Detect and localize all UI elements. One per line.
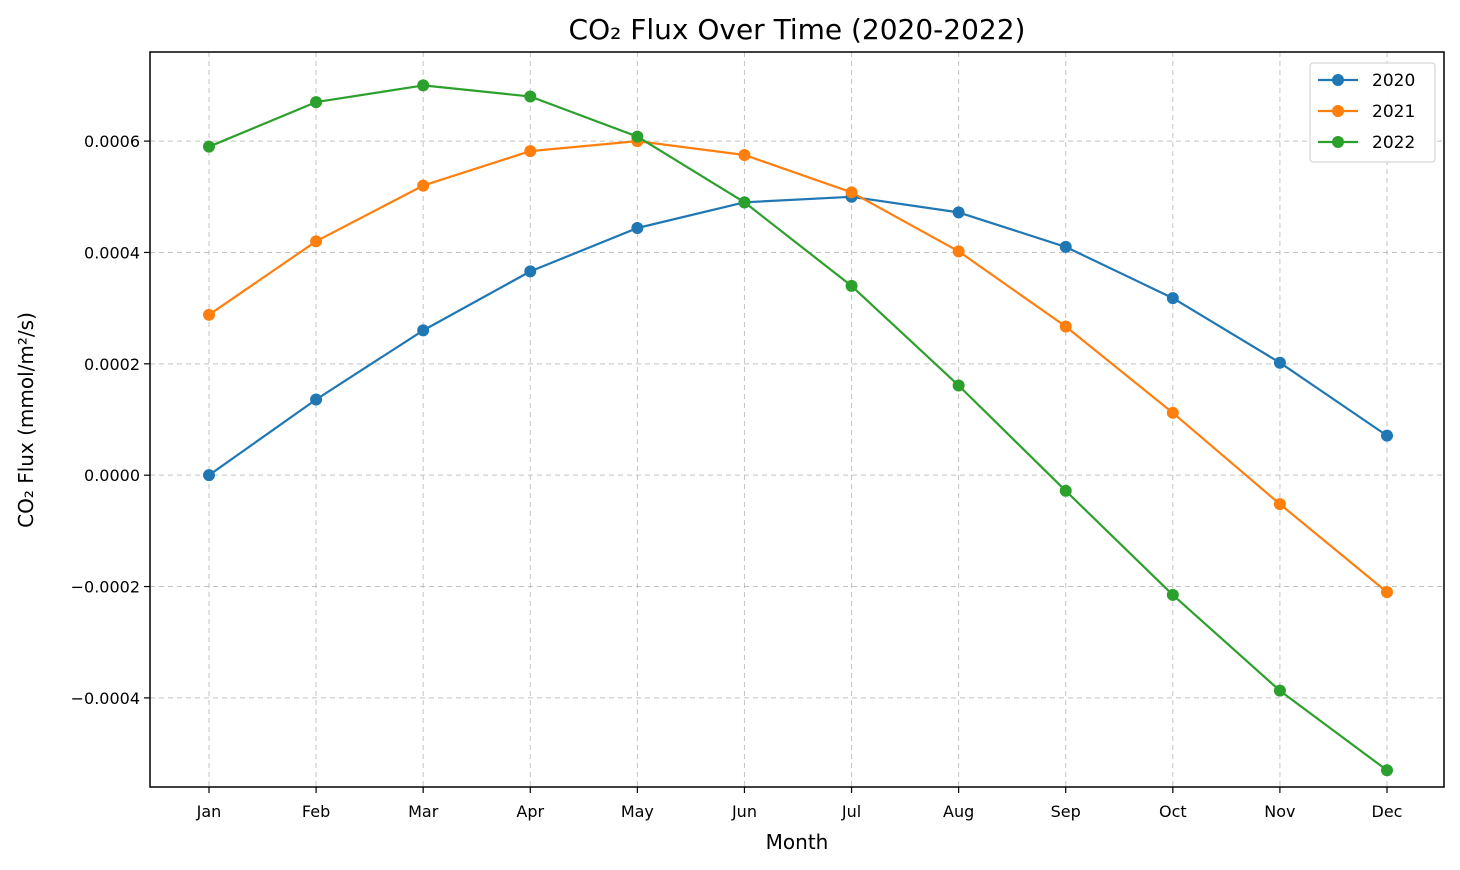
data-point-2022 bbox=[738, 196, 751, 209]
y-tick-label: −0.0002 bbox=[71, 578, 140, 597]
legend-label-2022: 2022 bbox=[1372, 133, 1415, 153]
y-axis-label: CO₂ Flux (mmol/m²/s) bbox=[14, 312, 38, 528]
data-point-2021 bbox=[1059, 320, 1072, 333]
x-tick-label: Jan bbox=[196, 802, 222, 821]
chart-title: CO₂ Flux Over Time (2020-2022) bbox=[569, 13, 1026, 46]
series-layer bbox=[203, 79, 1393, 777]
data-point-2022 bbox=[1059, 484, 1072, 497]
data-point-2020 bbox=[310, 393, 323, 406]
legend-label-2021: 2021 bbox=[1372, 102, 1415, 122]
data-point-2020 bbox=[1166, 292, 1179, 305]
data-point-2022 bbox=[524, 90, 537, 103]
data-point-2022 bbox=[845, 279, 858, 292]
x-tick-label: Sep bbox=[1051, 802, 1081, 821]
data-point-2020 bbox=[952, 206, 965, 219]
x-axis: Jan Feb Mar Apr May Jun Jul Aug Sep Oct Nov Dec bbox=[196, 787, 1403, 821]
data-point-2020 bbox=[631, 221, 644, 234]
legend-marker-2020 bbox=[1332, 74, 1344, 86]
legend-label-2020: 2020 bbox=[1372, 71, 1415, 91]
data-point-2021 bbox=[1166, 406, 1179, 419]
series-line-2022 bbox=[208, 84, 1388, 772]
data-point-2021 bbox=[952, 245, 965, 258]
legend-marker-2021 bbox=[1332, 105, 1344, 117]
data-point-2021 bbox=[310, 235, 323, 248]
data-point-2021 bbox=[738, 149, 751, 162]
x-tick-label: Nov bbox=[1264, 802, 1295, 821]
data-point-2022 bbox=[1273, 684, 1286, 697]
data-point-2020 bbox=[1059, 240, 1072, 253]
data-point-2021 bbox=[417, 179, 430, 192]
plot-frame bbox=[149, 51, 1445, 788]
series-line-2020 bbox=[208, 195, 1388, 477]
y-tick-label: −0.0004 bbox=[71, 689, 140, 708]
y-tick-label: 0.0000 bbox=[84, 466, 140, 485]
data-point-2021 bbox=[845, 186, 858, 199]
data-point-2022 bbox=[952, 379, 965, 392]
x-tick-label: Dec bbox=[1372, 802, 1403, 821]
x-tick-label: May bbox=[621, 802, 654, 821]
x-tick-label: Jun bbox=[731, 802, 757, 821]
x-tick-label: Oct bbox=[1159, 802, 1187, 821]
series-line-2021 bbox=[208, 140, 1388, 593]
data-point-2021 bbox=[524, 145, 537, 158]
data-point-2022 bbox=[1166, 588, 1179, 601]
x-axis-label: Month bbox=[766, 830, 829, 854]
y-axis: −0.0004 −0.0002 0.0000 0.0002 0.0004 0.0006 bbox=[71, 132, 150, 708]
series-2022 bbox=[203, 79, 1393, 777]
x-tick-label: Apr bbox=[516, 802, 544, 821]
data-point-2021 bbox=[1273, 498, 1286, 511]
data-point-2020 bbox=[1273, 356, 1286, 369]
x-tick-label: Aug bbox=[943, 802, 974, 821]
data-point-2021 bbox=[1381, 586, 1393, 599]
y-tick-label: 0.0004 bbox=[84, 243, 140, 262]
data-point-2020 bbox=[203, 469, 215, 482]
data-point-2021 bbox=[203, 308, 215, 321]
y-tick-label: 0.0006 bbox=[84, 132, 140, 151]
legend-marker-2022 bbox=[1332, 136, 1344, 148]
data-point-2022 bbox=[203, 140, 215, 153]
x-tick-label: Mar bbox=[408, 802, 439, 821]
data-point-2022 bbox=[631, 130, 644, 143]
data-point-2022 bbox=[417, 79, 430, 92]
series-2020 bbox=[203, 190, 1393, 482]
x-tick-label: Jul bbox=[841, 802, 861, 821]
data-point-2022 bbox=[310, 96, 323, 109]
data-point-2020 bbox=[417, 324, 430, 337]
data-point-2022 bbox=[1381, 764, 1393, 777]
x-tick-label: Feb bbox=[302, 802, 330, 821]
y-tick-label: 0.0002 bbox=[84, 355, 140, 374]
series-2021 bbox=[203, 135, 1393, 599]
data-point-2020 bbox=[1381, 429, 1393, 442]
legend: 2020 2021 2022 bbox=[1309, 62, 1436, 163]
data-point-2020 bbox=[524, 265, 537, 278]
grid-layer bbox=[150, 52, 1444, 787]
